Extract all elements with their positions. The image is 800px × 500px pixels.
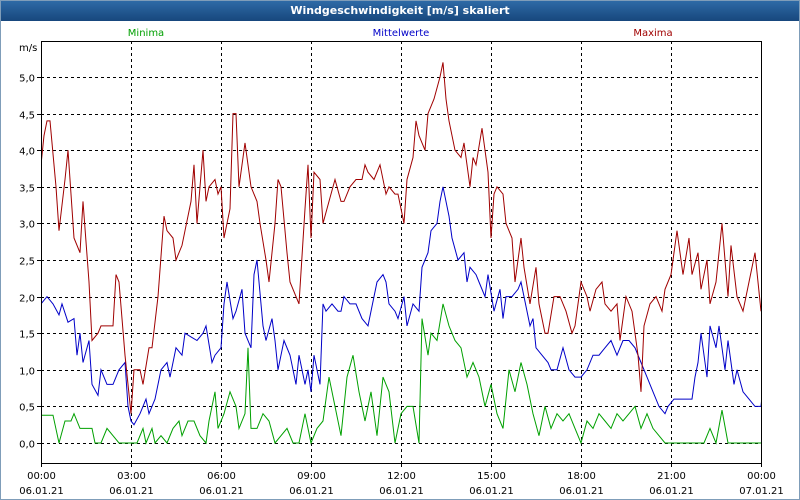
chart-title: Windgeschwindigkeit [m/s] skaliert — [290, 4, 510, 17]
y-tick-label: 1,0 — [19, 367, 35, 378]
x-tick-time-label: 03:00 — [117, 471, 146, 482]
y-axis-label: m/s — [19, 43, 37, 54]
y-tick-label: 3,5 — [19, 184, 35, 195]
x-tick-time-label: 21:00 — [657, 471, 686, 482]
y-tick-label: 3,0 — [19, 220, 35, 231]
axes: 0,0 0,5 1,0 1,5 2,0 2,5 3,0 3,5 4,0 4,5 5,0 00:00 06… — [19, 74, 784, 498]
legend: Minima Mittelwerte Maxima — [128, 28, 673, 39]
x-tick-time-label: 00:00 — [27, 471, 56, 482]
x-tick-time-label: 00:00 — [747, 471, 776, 482]
x-tick-date-label: 06.01.21 — [199, 486, 244, 497]
x-tick-date-label: 06.01.21 — [559, 486, 604, 497]
chart-canvas: 0,0 0,5 1,0 1,5 2,0 2,5 3,0 3,5 4,0 4,5 5,0 00:00 06… — [19, 28, 784, 498]
y-tick-label: 4,5 — [19, 111, 35, 122]
x-tick-date-label: 06.01.21 — [379, 486, 424, 497]
series-line-mittelwerte — [41, 186, 761, 426]
legend-entry-maxima: Maxima — [633, 28, 672, 39]
title-bar: Windgeschwindigkeit [m/s] skaliert — [1, 1, 799, 21]
series-line-minima — [41, 303, 761, 445]
y-tick-label: 1,5 — [19, 330, 35, 341]
x-tick-date-label: 07.01.21 — [739, 486, 784, 497]
grid — [41, 41, 761, 463]
x-tick-date-label: 06.01.21 — [19, 486, 64, 497]
x-tick-date-label: 06.01.21 — [649, 486, 694, 497]
x-tick-time-label: 06:00 — [207, 471, 236, 482]
series-lines — [41, 62, 761, 445]
x-tick-time-label: 09:00 — [297, 471, 326, 482]
y-tick-label: 2,5 — [19, 257, 35, 268]
x-tick-time-label: 18:00 — [567, 471, 596, 482]
x-tick-time-label: 15:00 — [477, 471, 506, 482]
x-tick-time-label: 12:00 — [387, 471, 416, 482]
series-line-maxima — [41, 62, 761, 414]
y-tick-label: 0,0 — [19, 440, 35, 451]
x-tick-date-label: 06.01.21 — [109, 486, 154, 497]
x-tick-date-label: 06.01.21 — [289, 486, 334, 497]
y-tick-label: 0,5 — [19, 403, 35, 414]
y-tick-label: 4,0 — [19, 147, 35, 158]
x-tick-date-label: 06.01.21 — [469, 486, 514, 497]
y-tick-label: 5,0 — [19, 74, 35, 85]
y-tick-label: 2,0 — [19, 294, 35, 305]
legend-entry-mittelwerte: Mittelwerte — [373, 28, 430, 39]
legend-entry-minima: Minima — [128, 28, 164, 39]
